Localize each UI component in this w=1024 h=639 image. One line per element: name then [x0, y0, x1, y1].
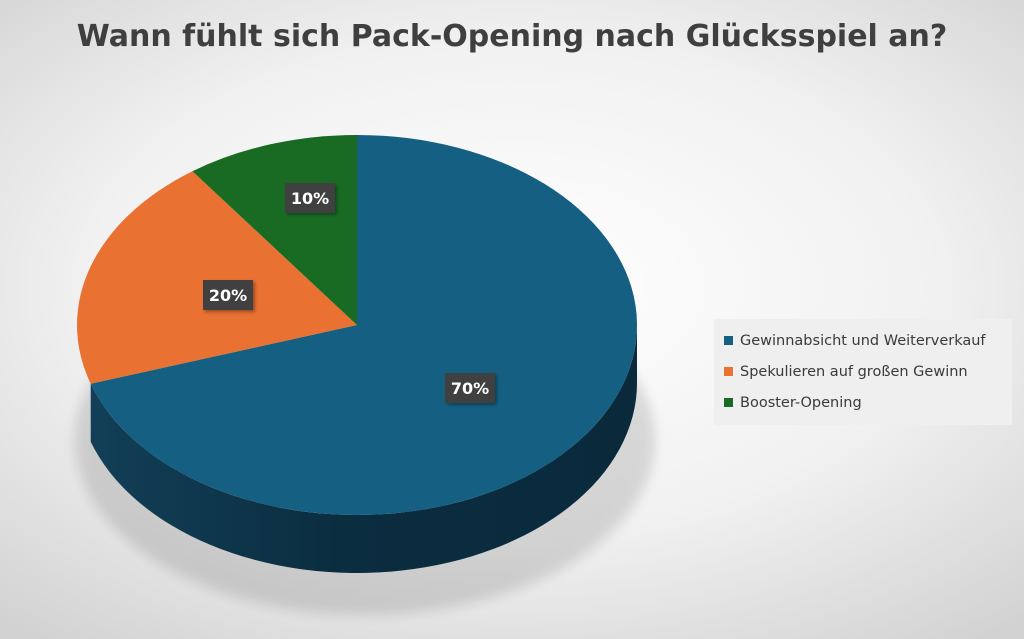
legend-item: Booster-Opening	[724, 387, 1012, 418]
legend-label: Booster-Opening	[740, 394, 862, 411]
data-label-box	[203, 280, 253, 310]
data-label: 10%	[285, 183, 335, 213]
pie-slice	[192, 135, 357, 325]
legend-item: Gewinnabsicht und Weiterverkauf	[724, 325, 1012, 356]
legend-swatch	[724, 367, 733, 376]
chart-title: Wann fühlt sich Pack-Opening nach Glücks…	[76, 19, 948, 54]
data-label-text: 70%	[451, 379, 489, 398]
pie-slice	[76, 171, 357, 384]
legend-swatch	[724, 336, 733, 345]
data-label: 20%	[203, 280, 253, 310]
data-label-text: 10%	[291, 189, 329, 208]
pie-slice	[90, 135, 637, 515]
legend-item: Spekulieren auf großen Gewinn	[724, 356, 1012, 387]
data-label-text: 20%	[209, 286, 247, 305]
legend-swatch	[724, 398, 733, 407]
legend: Gewinnabsicht und Weiterverkauf Spekulie…	[714, 319, 1012, 425]
data-label-box	[445, 373, 495, 403]
legend-label: Gewinnabsicht und Weiterverkauf	[740, 332, 986, 349]
legend-label: Spekulieren auf großen Gewinn	[740, 363, 968, 380]
data-label-box	[285, 183, 335, 213]
data-label: 70%	[445, 373, 495, 403]
pie-side-wall	[90, 325, 638, 574]
